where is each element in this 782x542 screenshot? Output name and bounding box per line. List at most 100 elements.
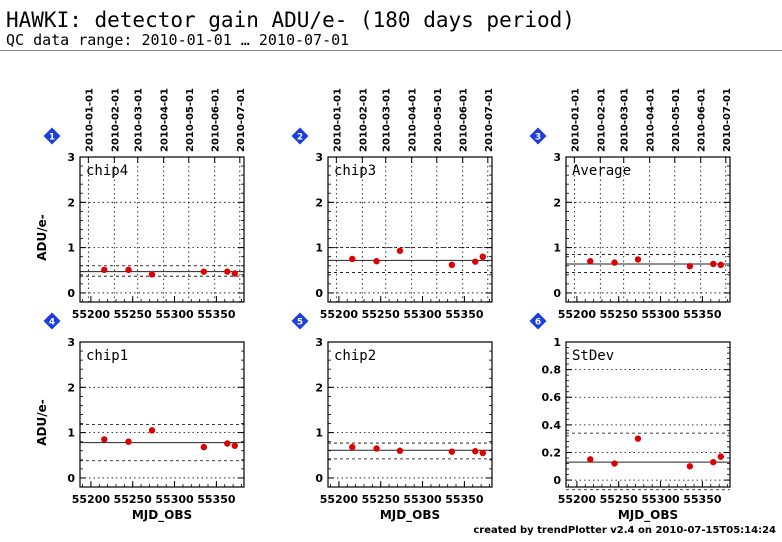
- x-tick-label: 55250: [600, 493, 639, 506]
- x-tick-label: 55300: [403, 308, 442, 321]
- date-tick-label: 2010-01-01: [570, 88, 581, 152]
- y-tick-label: 0.2: [542, 446, 562, 459]
- x-tick-label: 55250: [600, 308, 639, 321]
- chart-panel-6: 6 0 0.2 0.4 0.6 0.8 1 55200 55250 55300 55350 StDev…: [529, 312, 731, 523]
- data-point: [349, 255, 356, 263]
- x-tick-label: 55250: [114, 308, 153, 321]
- x-axis-label: MJD_OBS: [380, 508, 440, 523]
- date-tick-label: 2010-07-01: [484, 88, 495, 152]
- x-tick-label: 55200: [72, 493, 111, 506]
- panel-badge-icon: [291, 312, 309, 330]
- data-point: [231, 442, 238, 449]
- data-point: [634, 256, 642, 263]
- data-point: [611, 259, 618, 266]
- date-tick-label: 2010-01-01: [84, 88, 95, 152]
- plot-frame: [565, 341, 731, 488]
- data-point: [224, 268, 231, 275]
- y-tick-label: 0.4: [542, 419, 562, 432]
- chart-panel-1: 1 0 1 2 3 55200 55250 55300 55350 2010-01-01 2010-…: [35, 88, 247, 321]
- date-tick-label: 2010-01-01: [332, 88, 343, 152]
- y-tick-label: 1: [67, 427, 75, 440]
- chart-panel-3: 3 0 1 2 3 55200 55250 55300 55350 2010-01-01 2010-…: [529, 88, 733, 321]
- x-tick-label: 55300: [155, 493, 194, 506]
- y-tick-label: 0: [67, 287, 75, 300]
- x-tick-label: 55250: [362, 493, 401, 506]
- y-tick-label: 2: [553, 196, 561, 209]
- y-tick-label: 1: [553, 242, 561, 255]
- data-point: [710, 260, 717, 268]
- y-tick-label: 3: [553, 151, 561, 164]
- panel-badge-icon: [529, 312, 547, 330]
- x-tick-label: 55350: [197, 308, 236, 321]
- data-point: [125, 266, 132, 274]
- x-tick-label: 55200: [320, 308, 359, 321]
- data-point: [448, 261, 456, 269]
- data-point: [148, 271, 156, 278]
- date-tick-label: 2010-06-01: [211, 88, 222, 152]
- x-tick-label: 55300: [155, 308, 194, 321]
- page-subtitle: QC data range: 2010-01-01 … 2010-07-01: [6, 31, 350, 49]
- panel-number: 2: [297, 133, 303, 143]
- x-tick-label: 55200: [320, 493, 359, 506]
- y-tick-label: 1: [315, 427, 323, 440]
- y-tick-label: 1: [553, 336, 561, 349]
- y-tick-label: 0: [315, 472, 323, 485]
- x-tick-label: 55250: [114, 493, 153, 506]
- y-tick-label: 2: [315, 381, 323, 394]
- data-point: [224, 440, 231, 447]
- date-tick-label: 2010-03-01: [134, 88, 145, 152]
- panel-number: 5: [297, 318, 303, 328]
- y-tick-label: 0.6: [542, 391, 562, 404]
- data-point: [373, 258, 380, 265]
- x-axis-label: MJD_OBS: [132, 508, 192, 523]
- x-tick-label: 55350: [683, 493, 722, 506]
- data-point: [231, 270, 238, 277]
- y-tick-label: 1: [315, 242, 323, 255]
- data-point: [686, 463, 694, 470]
- data-point: [717, 261, 724, 269]
- date-tick-label: 2010-03-01: [382, 88, 393, 152]
- date-tick-label: 2010-04-01: [160, 88, 171, 152]
- panel-label: chip4: [86, 163, 128, 179]
- x-tick-label: 55350: [445, 308, 484, 321]
- x-tick-label: 55200: [72, 308, 111, 321]
- panel-label: chip3: [334, 163, 376, 179]
- date-tick-label: 2010-05-01: [433, 88, 444, 152]
- data-point: [200, 268, 208, 275]
- x-tick-label: 55350: [197, 493, 236, 506]
- data-point: [396, 447, 404, 454]
- data-point: [634, 435, 642, 442]
- panel-number: 6: [535, 318, 541, 328]
- panel-badge-icon: [291, 127, 309, 145]
- data-point: [686, 263, 694, 270]
- y-tick-label: 0: [553, 474, 561, 487]
- y-tick-label: 3: [67, 336, 75, 349]
- data-point: [200, 443, 208, 451]
- date-tick-label: 2010-07-01: [722, 88, 733, 152]
- data-point: [472, 258, 479, 265]
- data-point: [710, 458, 717, 466]
- page-title: HAWKI: detector gain ADU/e- (180 days pe…: [6, 8, 575, 32]
- x-tick-label: 55250: [362, 308, 401, 321]
- x-tick-label: 55350: [683, 308, 722, 321]
- chart-panel-5: 5 0 1 2 3 55200 55250 55300 55350 chip2 MJD_OBS: [291, 312, 493, 523]
- chart-panel-4: 4 0 1 2 3 55200 55250 55300 55350 chip1 ADU/e- MJD_…: [35, 312, 245, 523]
- panel-badge-icon: [529, 127, 547, 145]
- x-tick-label: 55300: [641, 308, 680, 321]
- footer-credit: created by trendPlotter v2.4 on 2010-07-…: [473, 525, 776, 536]
- date-tick-label: 2010-02-01: [358, 88, 369, 152]
- x-tick-label: 55300: [641, 493, 680, 506]
- data-point: [101, 436, 108, 443]
- x-tick-label: 55200: [558, 308, 597, 321]
- data-point: [148, 427, 156, 434]
- y-axis-label: ADU/e-: [35, 399, 49, 446]
- y-tick-label: 2: [67, 196, 75, 209]
- y-tick-label: 3: [315, 336, 323, 349]
- x-axis-label: MJD_OBS: [618, 508, 678, 523]
- panel-label: chip1: [86, 348, 128, 364]
- date-tick-label: 2010-05-01: [671, 88, 682, 152]
- data-point: [396, 247, 404, 254]
- date-tick-label: 2010-02-01: [596, 88, 607, 152]
- date-tick-label: 2010-06-01: [459, 88, 470, 152]
- y-tick-label: 2: [67, 381, 75, 394]
